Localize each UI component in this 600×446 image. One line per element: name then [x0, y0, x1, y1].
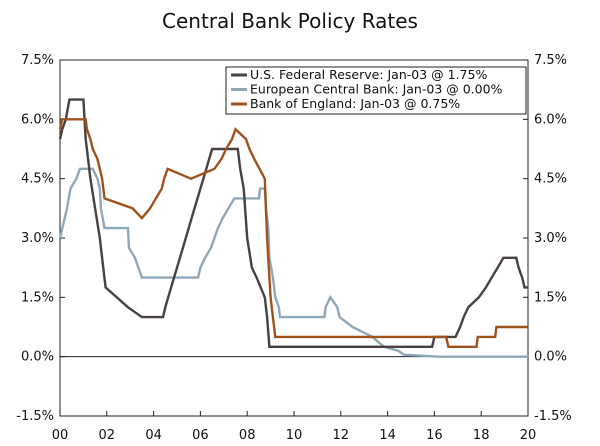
series-line-1	[58, 167, 528, 358]
y-right-tick-label: 6.0%	[534, 112, 567, 127]
y-left-tick-label: 0.0%	[21, 350, 54, 365]
chart-title: Central Bank Policy Rates	[162, 9, 418, 33]
y-right-tick-label: 4.5%	[534, 172, 567, 187]
legend-label: European Central Bank: Jan-03 @ 0.00%	[250, 82, 503, 97]
y-right-tick-label: 0.0%	[534, 350, 567, 365]
x-tick-label: 00	[52, 428, 69, 443]
x-tick-label: 06	[192, 428, 209, 443]
x-tick-label: 08	[239, 428, 256, 443]
series-group	[58, 98, 528, 358]
x-tick-label: 18	[473, 428, 490, 443]
y-left-tick-label: 7.5%	[21, 53, 54, 68]
x-tick-label: 16	[426, 428, 443, 443]
y-right-tick-label: 7.5%	[534, 53, 567, 68]
y-axis-right: 7.5% 6.0% 4.5% 3.0% 1.5% 0.0% -1.5%	[523, 53, 572, 424]
legend-label: U.S. Federal Reserve: Jan-03 @ 1.75%	[250, 67, 487, 82]
x-tick-label: 12	[333, 428, 350, 443]
y-right-tick-label: -1.5%	[534, 409, 572, 424]
y-left-tick-label: 3.0%	[21, 231, 54, 246]
y-right-tick-label: 3.0%	[534, 231, 567, 246]
series-line-2	[58, 118, 528, 348]
legend: U.S. Federal Reserve: Jan-03 @ 1.75%Euro…	[225, 66, 527, 115]
x-tick-label: 14	[379, 428, 396, 443]
x-tick-label: 10	[286, 428, 303, 443]
legend-box	[225, 66, 527, 115]
y-right-tick-label: 1.5%	[534, 290, 567, 305]
y-left-tick-label: 1.5%	[21, 290, 54, 305]
y-left-tick-label: 6.0%	[21, 112, 54, 127]
y-left-tick-label: -1.5%	[16, 409, 54, 424]
x-tick-label: 02	[99, 428, 116, 443]
x-tick-label: 20	[520, 428, 537, 443]
legend-label: Bank of England: Jan-03 @ 0.75%	[250, 96, 460, 111]
y-axis-left: 7.5% 6.0% 4.5% 3.0% 1.5% 0.0% -1.5%	[16, 53, 65, 424]
x-axis: 00 02 04 06 08 10 12 14 16 18 20	[52, 411, 537, 443]
series-line-0	[58, 98, 528, 348]
x-tick-label: 04	[145, 428, 162, 443]
y-left-tick-label: 4.5%	[21, 172, 54, 187]
